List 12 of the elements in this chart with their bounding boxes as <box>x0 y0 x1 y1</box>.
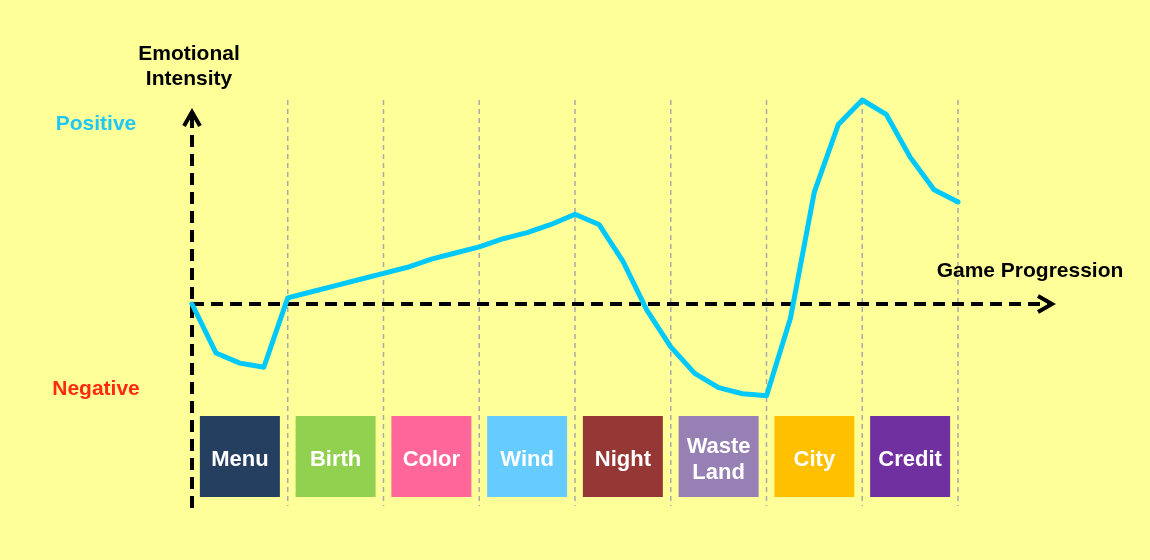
text: Wind <box>500 445 554 471</box>
text: Waste Land <box>686 432 751 484</box>
text: Negative <box>52 375 140 399</box>
text: Positive <box>55 110 137 134</box>
x-axis-title: Game Progression <box>936 258 1124 281</box>
text: Birth <box>309 445 362 471</box>
text: Night <box>594 445 652 471</box>
text: City <box>793 445 836 471</box>
y-axis-title: Emotional Intensity <box>138 41 240 89</box>
text: Color <box>402 445 461 471</box>
text: Menu <box>211 445 269 471</box>
text: Credit <box>878 445 943 471</box>
